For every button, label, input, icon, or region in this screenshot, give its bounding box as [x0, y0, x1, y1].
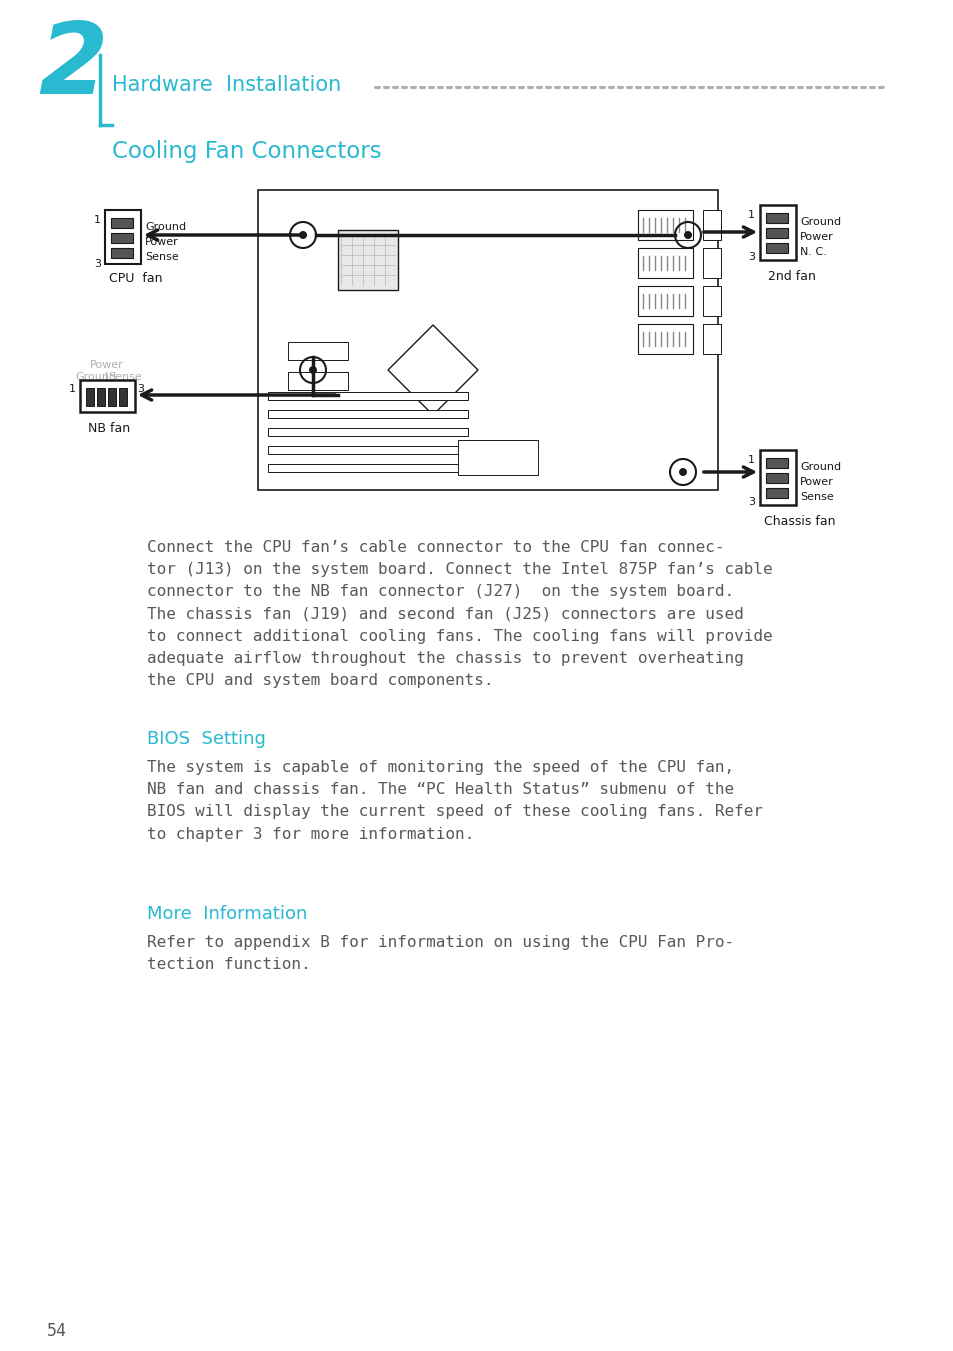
- Bar: [268, 446, 468, 454]
- Text: Ground: Ground: [800, 462, 841, 471]
- Text: 1: 1: [94, 215, 101, 226]
- Bar: [268, 428, 468, 436]
- Text: Power: Power: [145, 236, 178, 247]
- Bar: [97, 388, 105, 407]
- Bar: [111, 218, 132, 228]
- Text: Ground: Ground: [75, 372, 116, 382]
- Text: Power: Power: [90, 359, 124, 370]
- Text: Sense: Sense: [108, 372, 142, 382]
- Text: 3: 3: [137, 384, 144, 394]
- Text: BIOS  Setting: BIOS Setting: [147, 730, 266, 748]
- Text: CPU  fan: CPU fan: [109, 272, 162, 285]
- Bar: [108, 388, 116, 407]
- Text: 1: 1: [747, 209, 754, 220]
- Circle shape: [683, 231, 691, 239]
- Text: More  Information: More Information: [147, 905, 307, 923]
- Text: Cooling Fan Connectors: Cooling Fan Connectors: [112, 141, 381, 163]
- Bar: [765, 473, 787, 484]
- Bar: [268, 392, 468, 400]
- Text: Power: Power: [800, 232, 833, 242]
- Text: Power: Power: [800, 477, 833, 486]
- Text: Ground: Ground: [800, 218, 841, 227]
- Bar: [638, 209, 692, 240]
- Bar: [638, 324, 692, 354]
- Text: 1: 1: [69, 384, 76, 394]
- Text: Sense: Sense: [145, 253, 178, 262]
- Bar: [765, 228, 787, 238]
- Text: 3: 3: [94, 259, 101, 269]
- Bar: [760, 205, 795, 259]
- Bar: [702, 324, 720, 354]
- Bar: [765, 213, 787, 223]
- Text: 3: 3: [747, 253, 754, 262]
- Bar: [638, 249, 692, 278]
- Bar: [268, 463, 468, 471]
- Circle shape: [679, 467, 686, 476]
- Bar: [457, 440, 537, 476]
- Text: 2nd fan: 2nd fan: [767, 270, 815, 282]
- Text: Ground: Ground: [145, 222, 186, 232]
- Bar: [765, 458, 787, 467]
- Text: NB fan: NB fan: [88, 422, 130, 435]
- Text: Connect the CPU fan’s cable connector to the CPU fan connec-
tor (J13) on the sy: Connect the CPU fan’s cable connector to…: [147, 540, 772, 688]
- Circle shape: [309, 366, 316, 374]
- Bar: [765, 243, 787, 253]
- Bar: [702, 209, 720, 240]
- Polygon shape: [388, 326, 477, 415]
- Text: 3: 3: [747, 497, 754, 507]
- Text: Sense: Sense: [800, 492, 833, 503]
- Bar: [86, 388, 94, 407]
- Text: Chassis fan: Chassis fan: [763, 515, 835, 528]
- Text: The system is capable of monitoring the speed of the CPU fan,
NB fan and chassis: The system is capable of monitoring the …: [147, 761, 762, 842]
- Bar: [80, 380, 135, 412]
- Bar: [288, 342, 348, 359]
- Bar: [765, 488, 787, 499]
- Circle shape: [298, 231, 307, 239]
- Text: Refer to appendix B for information on using the CPU Fan Pro-
tection function.: Refer to appendix B for information on u…: [147, 935, 734, 973]
- Bar: [337, 230, 397, 290]
- Bar: [111, 232, 132, 243]
- Text: 1: 1: [747, 455, 754, 465]
- Bar: [288, 372, 348, 390]
- Bar: [105, 209, 141, 263]
- Bar: [257, 190, 718, 490]
- Bar: [119, 388, 127, 407]
- Bar: [638, 286, 692, 316]
- Bar: [702, 286, 720, 316]
- Bar: [760, 450, 795, 505]
- Bar: [702, 249, 720, 278]
- Text: 2: 2: [38, 18, 108, 115]
- Text: N. C.: N. C.: [800, 247, 826, 257]
- Bar: [111, 249, 132, 258]
- Text: Hardware  Installation: Hardware Installation: [112, 76, 341, 95]
- Text: 54: 54: [47, 1323, 67, 1340]
- Bar: [268, 409, 468, 417]
